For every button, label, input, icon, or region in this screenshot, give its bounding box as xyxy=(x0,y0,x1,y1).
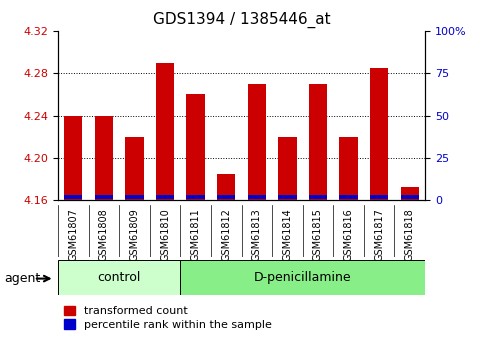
Text: GSM61809: GSM61809 xyxy=(129,208,140,260)
Text: GSM61816: GSM61816 xyxy=(343,208,354,260)
Text: GSM61812: GSM61812 xyxy=(221,208,231,261)
Text: agent: agent xyxy=(4,272,40,285)
Bar xyxy=(340,137,358,200)
Bar xyxy=(186,95,205,200)
Bar xyxy=(309,84,327,200)
Bar xyxy=(400,195,419,199)
Bar xyxy=(370,68,388,200)
Bar xyxy=(125,137,143,200)
Text: GSM61808: GSM61808 xyxy=(99,208,109,260)
Bar xyxy=(156,63,174,200)
Bar xyxy=(125,195,143,199)
Bar xyxy=(217,174,235,200)
Text: GSM61815: GSM61815 xyxy=(313,208,323,261)
Bar xyxy=(309,195,327,199)
Bar xyxy=(217,195,235,199)
Text: GSM61811: GSM61811 xyxy=(191,208,200,260)
Bar xyxy=(64,116,83,200)
Title: GDS1394 / 1385446_at: GDS1394 / 1385446_at xyxy=(153,12,330,28)
Bar xyxy=(186,195,205,199)
Bar xyxy=(180,260,425,295)
Bar xyxy=(400,187,419,200)
Text: GSM61817: GSM61817 xyxy=(374,208,384,261)
Text: GSM61810: GSM61810 xyxy=(160,208,170,260)
Bar xyxy=(248,195,266,199)
Bar xyxy=(370,195,388,199)
Bar xyxy=(248,84,266,200)
Text: GSM61814: GSM61814 xyxy=(283,208,292,260)
Text: GSM61813: GSM61813 xyxy=(252,208,262,260)
Bar xyxy=(278,137,297,200)
Bar xyxy=(278,195,297,199)
Bar xyxy=(156,195,174,199)
Text: GSM61807: GSM61807 xyxy=(68,208,78,261)
Bar xyxy=(340,195,358,199)
Bar xyxy=(95,116,113,200)
Legend: transformed count, percentile rank within the sample: transformed count, percentile rank withi… xyxy=(64,306,271,330)
Bar xyxy=(64,195,83,199)
Bar xyxy=(95,195,113,199)
Text: GSM61818: GSM61818 xyxy=(405,208,415,260)
Text: control: control xyxy=(98,271,141,284)
Bar xyxy=(58,260,180,295)
Text: D-penicillamine: D-penicillamine xyxy=(254,271,352,284)
